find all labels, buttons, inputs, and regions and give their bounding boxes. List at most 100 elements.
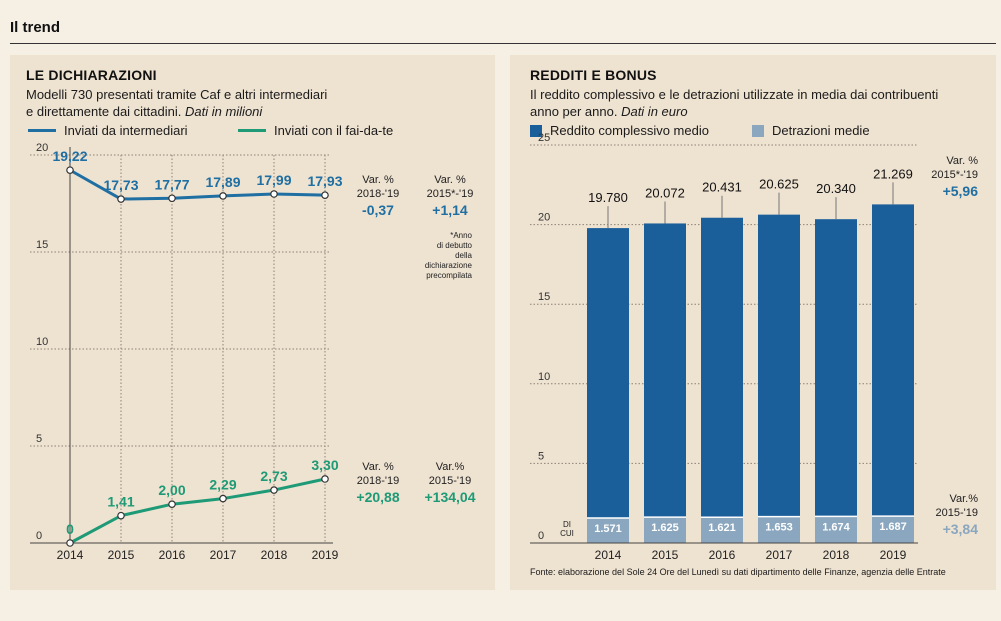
var-value: +20,88 [356,489,399,505]
bar-reddito [701,217,743,544]
bar-value-label: 20.625 [759,177,799,192]
y-tick-label: 20 [538,212,550,224]
redditi-panel: REDDITI E BONUS Il reddito complessivo e… [510,55,996,590]
bar-detrazioni [701,517,743,543]
data-point [168,194,176,203]
x-tick-label: 2014 [595,548,622,562]
data-label: 17,93 [307,173,342,189]
line-chart: 0 5 10 15 20 2014 2015 2016 2017 2018 2019 19,22 17,… [30,142,476,562]
bar-reddito [872,204,914,543]
bar-chart: 0 5 10 15 20 25 19.780 1.571 2014 20.072 1.625 2015… [530,132,979,562]
legend-swatch [530,124,542,137]
bar-value-label: 21.269 [873,166,913,181]
data-point [66,539,74,547]
panel-subtitle-line2: e direttamente dai cittadini. Dati in mi… [26,104,263,119]
data-label: 2,00 [158,482,185,498]
detrazione-value-label: 1.571 [594,523,622,535]
x-tick-label: 2019 [312,548,339,562]
legend-label: Inviati con il fai-da-te [274,123,394,138]
bar-detrazioni [587,517,629,543]
bar-reddito [644,223,686,543]
footnote-line: dichiarazione [425,261,473,270]
x-tick-label: 2015 [108,548,135,562]
y-tick-label: 0 [36,530,42,542]
x-tick-label: 2015 [652,548,679,562]
footnote-line: *Anno [450,231,472,240]
bar-reddito [758,214,800,543]
y-tick-label: 15 [36,239,48,251]
data-point [270,190,278,198]
page-title: Il trend [10,19,61,36]
series-line [69,168,326,201]
panel-title: REDDITI E BONUS [530,67,657,83]
x-tick-label: 2019 [880,548,907,562]
legend-label: Inviati da intermediari [64,123,188,138]
var-value: +134,04 [425,489,476,505]
legend-detrazioni: Detrazioni medie [752,123,870,138]
var-heading: Var. % [362,174,394,186]
var-heading: Var.% [436,461,465,473]
var-period: 2015*-'19 [427,188,474,200]
legend-swatch [752,124,764,137]
data-point [321,191,329,199]
data-label: 0 [66,521,74,537]
bar-value-label: 20.072 [645,185,685,200]
data-label: 3,30 [311,457,338,473]
var-period: 2018-'19 [357,475,399,487]
var-heading: Var. % [362,461,394,473]
bar-detrazioni [872,516,914,543]
data-point [168,500,176,509]
x-tick-label: 2017 [210,548,237,562]
series-line [69,477,326,545]
data-point [117,195,125,203]
header-divider [10,43,996,44]
panel-subtitle: Modelli 730 presentati tramite Caf e alt… [26,87,328,102]
detrazione-value-label: 1.653 [765,522,793,534]
y-tick-label: 5 [36,433,42,445]
panel-title: LE DICHIARAZIONI [26,67,157,83]
var-value: -0,37 [362,202,394,218]
x-tick-label: 2018 [823,548,850,562]
var-value: +1,14 [432,202,468,218]
data-point [66,166,74,174]
data-point [219,494,227,503]
data-label: 2,29 [209,477,236,493]
data-point [270,486,278,494]
var-value: +3,84 [943,521,979,537]
di-cui-label: DI [563,520,571,529]
bar-detrazioni [758,516,800,543]
var-heading: Var. % [434,174,466,186]
di-cui-label: CUI [560,529,574,538]
var-period: 2015*-'19 [931,169,978,181]
bar-value-label: 20.431 [702,180,742,195]
detrazione-value-label: 1.625 [651,522,679,534]
data-point [219,192,227,200]
footnote-line: della [455,251,472,260]
panel-subtitle: Il reddito complessivo e le detrazioni u… [530,87,939,102]
legend-label: Reddito complessivo medio [550,123,709,138]
data-label: 1,41 [107,494,134,510]
x-tick-label: 2016 [159,548,186,562]
x-tick-label: 2016 [709,548,736,562]
footnote-line: di debutto [437,241,473,250]
data-label: 17,73 [103,177,138,193]
y-tick-label: 10 [36,336,48,348]
x-tick-label: 2014 [57,548,84,562]
legend-label: Detrazioni medie [772,123,870,138]
panel-subtitle-line2: anno per anno. Dati in euro [530,104,688,119]
y-tick-label: 25 [538,132,550,144]
detrazione-value-label: 1.674 [822,521,850,533]
detrazione-value-label: 1.621 [708,522,736,534]
legend-swatch [238,129,266,132]
bar-value-label: 20.340 [816,181,856,196]
bar-reddito [815,219,857,543]
legend-faidate: Inviati con il fai-da-te [238,123,393,138]
footnote-line: precompilata [426,271,472,280]
var-period: 2018-'19 [357,188,399,200]
source-note: Fonte: elaborazione del Sole 24 Ore del … [530,567,946,577]
data-label: 19,22 [52,148,87,164]
y-tick-label: 5 [538,450,544,462]
data-label: 17,89 [205,174,240,190]
y-tick-label: 0 [538,530,544,542]
legend-swatch [28,129,56,132]
